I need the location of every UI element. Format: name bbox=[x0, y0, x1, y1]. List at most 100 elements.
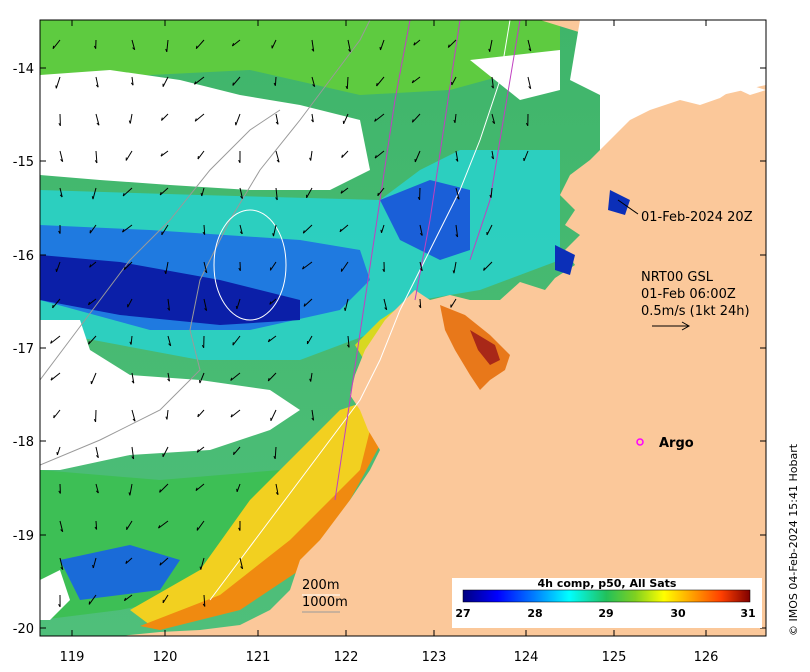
current-arrowhead bbox=[131, 380, 135, 384]
current-arrowhead bbox=[312, 84, 316, 87]
current-arrow bbox=[419, 224, 423, 236]
current-arrow bbox=[194, 76, 205, 85]
current-arrow bbox=[95, 446, 99, 458]
current-arrow bbox=[377, 187, 385, 197]
current-arrow bbox=[340, 261, 349, 272]
current-arrow bbox=[232, 76, 241, 86]
current-arrowhead bbox=[491, 85, 494, 89]
current-arrow bbox=[203, 224, 206, 235]
current-arrow bbox=[89, 261, 97, 268]
current-arrowhead bbox=[302, 230, 305, 234]
current-arrow bbox=[269, 261, 277, 271]
current-arrow bbox=[125, 557, 133, 564]
current-arrowhead bbox=[345, 85, 348, 90]
lat-tick-15: -15 bbox=[13, 155, 34, 170]
current-arrowhead bbox=[56, 452, 58, 456]
x-axis bbox=[71, 20, 707, 636]
current-arrowhead bbox=[267, 377, 270, 382]
current-arrow bbox=[344, 298, 349, 311]
current-arrowhead bbox=[199, 566, 202, 570]
current-arrowhead bbox=[132, 418, 136, 422]
current-arrowhead bbox=[303, 303, 306, 307]
current-arrow bbox=[90, 372, 97, 385]
current-arrowhead bbox=[311, 119, 314, 123]
imos-credit: © IMOS 04-Feb-2024 15:41 Hobart bbox=[787, 443, 800, 636]
current-arrow bbox=[230, 372, 241, 381]
argo-label: Argo bbox=[659, 436, 694, 451]
current-arrow bbox=[165, 261, 169, 274]
current-arrow bbox=[413, 39, 421, 46]
current-arrow bbox=[92, 557, 97, 569]
current-arrowhead bbox=[196, 449, 199, 453]
current-arrow bbox=[239, 224, 243, 235]
cloud-patch-4 bbox=[40, 570, 70, 620]
current-arrowhead bbox=[201, 344, 205, 349]
current-arrow bbox=[454, 113, 457, 123]
current-arrowhead bbox=[379, 46, 381, 51]
current-arrow bbox=[196, 446, 205, 453]
sst-band-blue-2 bbox=[380, 180, 470, 260]
current-arrow bbox=[131, 446, 135, 459]
current-arrow bbox=[195, 483, 205, 491]
scale-arrow bbox=[652, 321, 691, 331]
current-arrow bbox=[302, 224, 313, 234]
current-arrowhead bbox=[89, 264, 92, 268]
current-arrow bbox=[233, 446, 241, 456]
current-arrow bbox=[239, 557, 244, 569]
current-arrowhead bbox=[58, 490, 61, 494]
current-arrowhead bbox=[52, 45, 55, 49]
current-arrowhead bbox=[158, 525, 161, 529]
current-arrow bbox=[95, 76, 99, 88]
cloud-patch-3 bbox=[170, 105, 230, 128]
current-arrowhead bbox=[58, 123, 61, 127]
current-arrowhead bbox=[160, 153, 163, 157]
current-arrow bbox=[267, 372, 277, 382]
current-arrow bbox=[311, 113, 314, 123]
current-arrowhead bbox=[380, 229, 382, 233]
current-arrowhead bbox=[167, 307, 170, 311]
king-sound bbox=[440, 305, 510, 390]
current-arrowhead bbox=[93, 418, 97, 423]
current-arrowhead bbox=[161, 117, 163, 121]
current-arrow bbox=[303, 298, 313, 307]
current-arrow bbox=[167, 298, 170, 311]
current-arrowhead bbox=[239, 231, 243, 235]
current-arrow bbox=[419, 298, 422, 308]
current-arrow bbox=[523, 150, 529, 162]
current-arrow bbox=[162, 446, 169, 458]
current-arrow bbox=[122, 224, 133, 233]
current-arrowhead bbox=[341, 154, 343, 158]
current-arrowhead bbox=[447, 44, 450, 48]
current-arrowhead bbox=[235, 305, 238, 310]
current-arrowhead bbox=[231, 43, 235, 47]
current-arrow bbox=[339, 224, 349, 233]
current-arrowhead bbox=[204, 308, 207, 311]
current-arrowhead bbox=[129, 341, 132, 345]
current-arrow bbox=[59, 187, 63, 198]
current-arrowhead bbox=[165, 416, 168, 420]
current-arrow bbox=[56, 446, 61, 456]
lat-tick-20: -20 bbox=[13, 622, 34, 637]
current-arrowhead bbox=[275, 492, 279, 496]
current-arrow bbox=[196, 520, 205, 531]
current-arrowhead bbox=[489, 194, 492, 198]
current-arrowhead bbox=[411, 79, 414, 84]
current-arrow bbox=[483, 261, 493, 271]
sst-band-blue-south bbox=[60, 545, 180, 600]
current-arrow bbox=[414, 150, 421, 163]
current-arrow bbox=[88, 335, 97, 345]
current-arrow bbox=[195, 39, 205, 50]
product-line-3: 0.5m/s (1kt 24h) bbox=[641, 304, 750, 319]
current-arrowhead bbox=[55, 268, 57, 272]
current-arrowhead bbox=[419, 232, 423, 236]
current-arrow bbox=[95, 150, 98, 164]
current-arrowhead bbox=[417, 196, 421, 201]
current-arrowhead bbox=[377, 192, 379, 196]
current-arrow bbox=[162, 76, 169, 87]
current-arrowhead bbox=[240, 195, 243, 199]
current-arrow bbox=[50, 372, 61, 381]
current-arrowhead bbox=[164, 270, 167, 274]
current-arrowhead bbox=[269, 301, 272, 305]
current-arrow bbox=[55, 76, 61, 89]
current-arrow bbox=[197, 409, 205, 418]
